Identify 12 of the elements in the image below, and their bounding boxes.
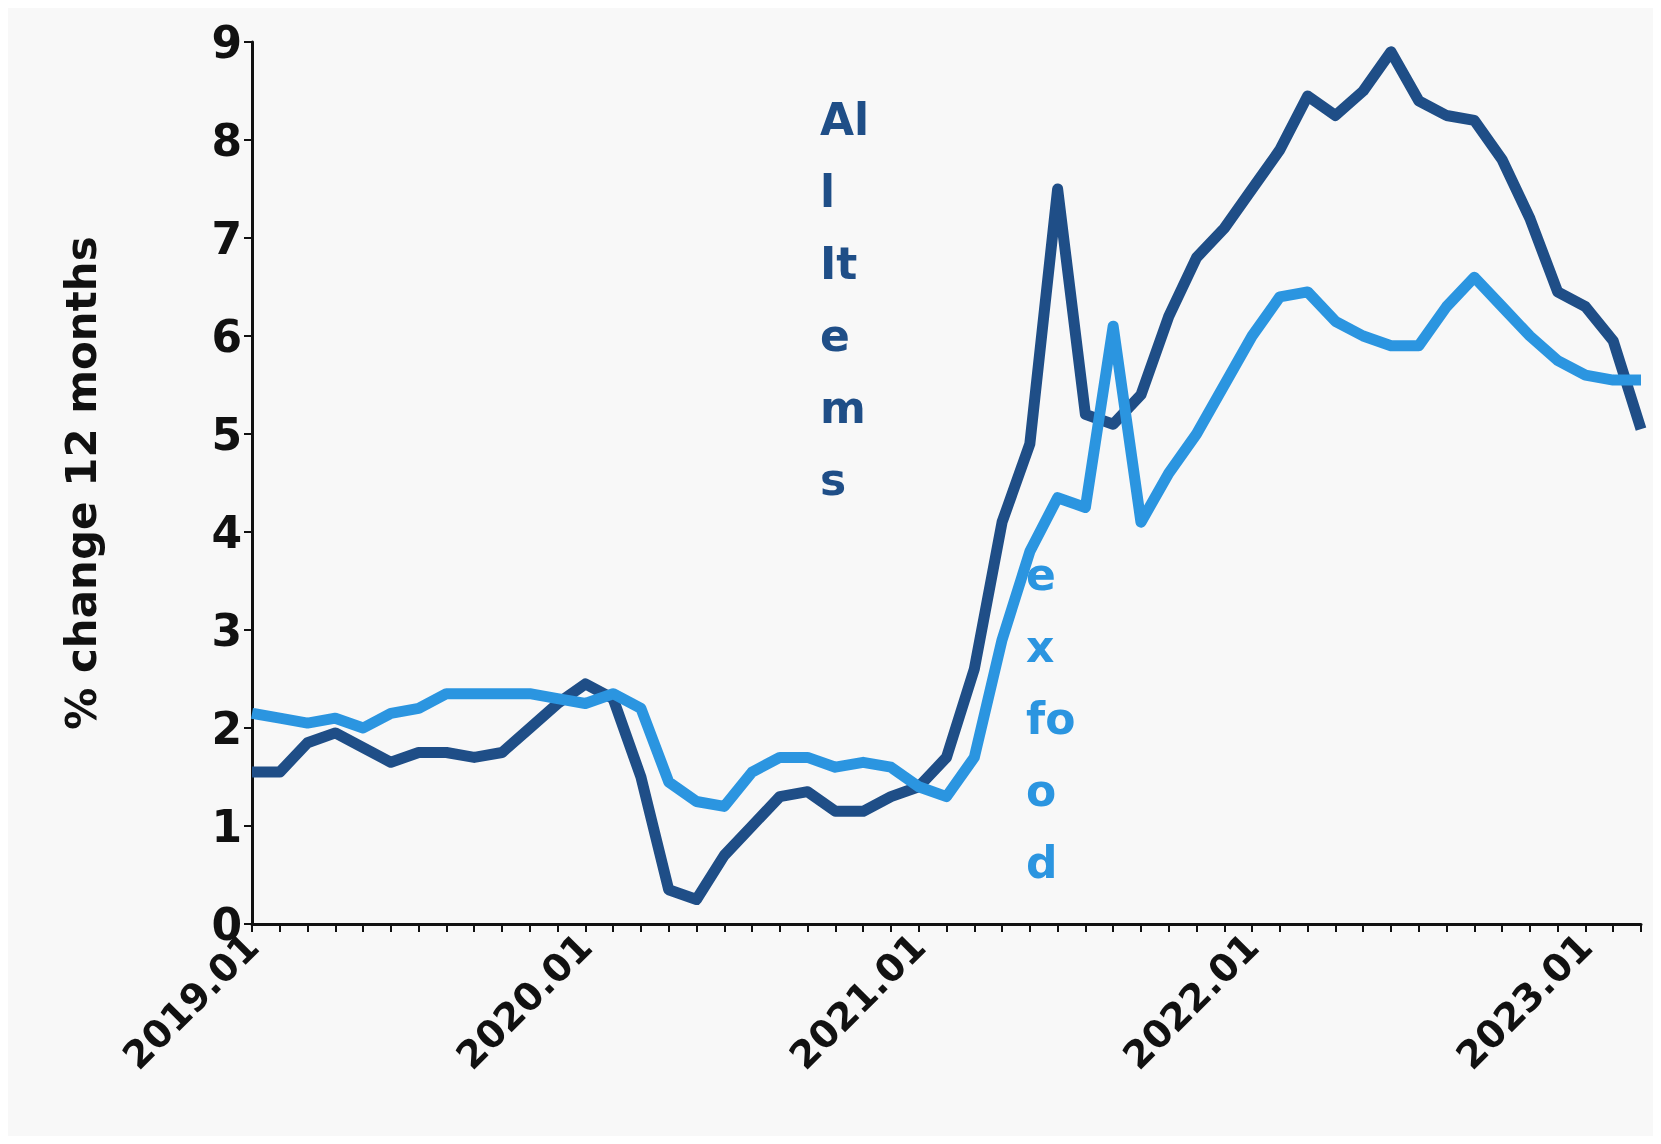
y-tick-label: 4 bbox=[211, 506, 242, 558]
y-axis-title: % change 12 months bbox=[56, 236, 106, 730]
y-tick-label: 2 bbox=[211, 702, 242, 754]
y-tick-label: 3 bbox=[211, 604, 242, 656]
y-tick-label: 1 bbox=[211, 800, 242, 852]
y-tick-label: 5 bbox=[211, 408, 242, 460]
y-tick-label: 8 bbox=[211, 114, 242, 166]
text: All Items bbox=[820, 93, 870, 505]
y-tick-label: 9 bbox=[211, 16, 242, 68]
y-tick-label: 6 bbox=[211, 310, 242, 362]
y-tick-label: 7 bbox=[211, 212, 242, 264]
series-label: ex food bbox=[1026, 548, 1076, 888]
